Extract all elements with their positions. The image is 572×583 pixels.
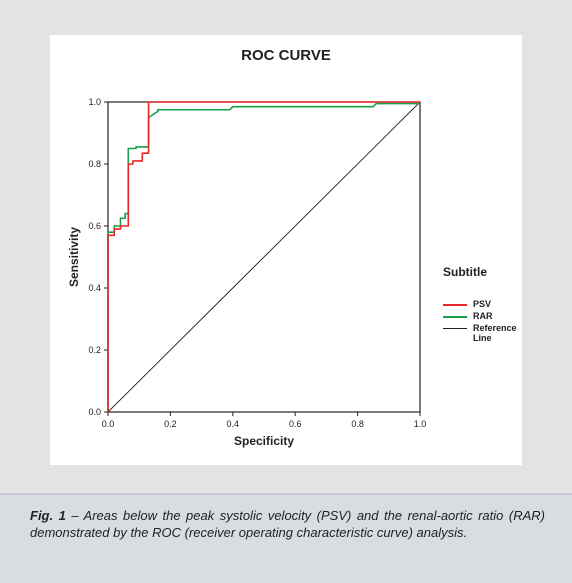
x-tick-label: 0.2 bbox=[164, 419, 177, 429]
caption-box: Fig. 1 – Areas below the peak systolic v… bbox=[0, 493, 572, 583]
legend-label: PSV bbox=[473, 299, 492, 309]
x-tick-label: 0.4 bbox=[227, 419, 240, 429]
legend-label: RAR bbox=[473, 311, 493, 321]
y-tick-label: 0.8 bbox=[88, 159, 101, 169]
chart-title: ROC CURVE bbox=[241, 47, 331, 64]
rar-series-line bbox=[107, 102, 420, 412]
reference-line-series-line bbox=[107, 101, 421, 413]
legend-title: Subtitle bbox=[443, 265, 487, 279]
figure-caption: Fig. 1 – Areas below the peak systolic v… bbox=[30, 507, 545, 541]
legend-item: PSV bbox=[443, 299, 523, 309]
caption-text: – Areas below the peak systolic velocity… bbox=[30, 508, 545, 540]
legend-swatch bbox=[443, 316, 467, 318]
legend: Subtitle PSV RAR Reference Line bbox=[443, 265, 523, 345]
x-tick-label: 0.6 bbox=[289, 419, 302, 429]
y-axis-label: Sensitivity bbox=[67, 227, 81, 287]
psv-series-line bbox=[107, 101, 420, 412]
y-tick-label: 0.6 bbox=[88, 221, 101, 231]
chart-panel: ROC CURVE 0.0 0.2 0.4 0.6 0.8 1.0 0.0 0.2 0.4 0.6… bbox=[50, 35, 522, 465]
legend-label: Reference Line bbox=[473, 323, 517, 343]
x-axis-label: Specificity bbox=[234, 434, 294, 448]
x-tick-label: 1.0 bbox=[414, 419, 427, 429]
roc-plot: 0.0 0.2 0.4 0.6 0.8 1.0 0.0 0.2 0.4 0.6 0.8 1.0 Spec… bbox=[67, 97, 427, 448]
caption-label: Fig. 1 bbox=[30, 508, 66, 523]
x-tick-label: 0.8 bbox=[351, 419, 364, 429]
legend-swatch bbox=[443, 328, 467, 329]
legend-swatch bbox=[443, 304, 467, 306]
y-tick-label: 1.0 bbox=[88, 97, 101, 107]
x-tick-label: 0.0 bbox=[102, 419, 115, 429]
legend-item: RAR bbox=[443, 311, 523, 321]
y-tick-label: 0.2 bbox=[88, 345, 101, 355]
y-tick-label: 0.0 bbox=[88, 407, 101, 417]
legend-item: Reference Line bbox=[443, 323, 523, 343]
y-tick-label: 0.4 bbox=[88, 283, 101, 293]
